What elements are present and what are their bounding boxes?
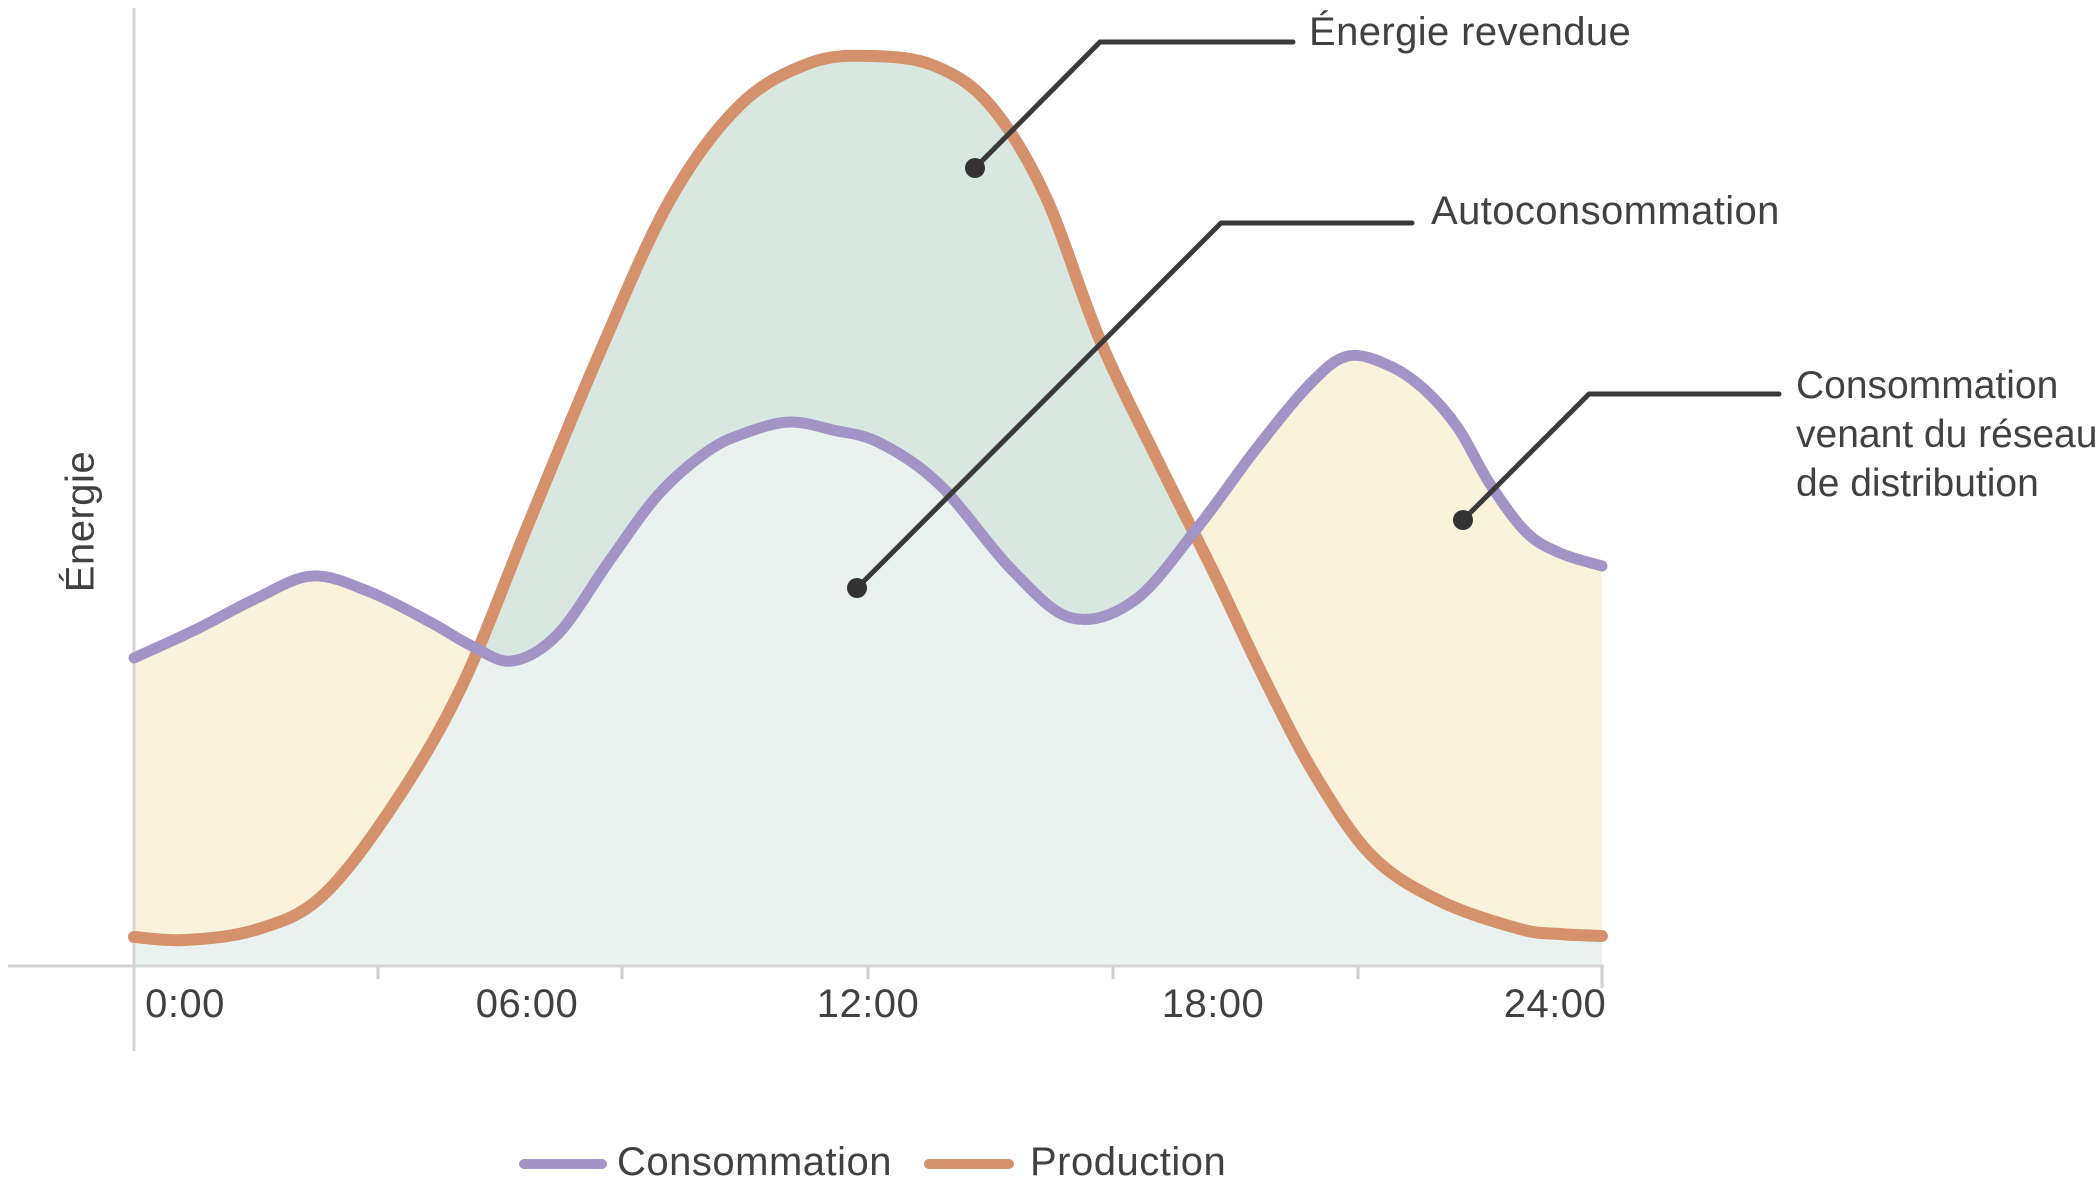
annotation-leaders [854, 39, 1782, 591]
consumption-swatch [519, 1159, 607, 1169]
x-tick-label-6: 06:00 [475, 982, 579, 1026]
x-axis-ticks [376, 967, 1604, 988]
area-grid-consumption-left [134, 576, 478, 940]
x-tick-label-18: 18:00 [1161, 982, 1265, 1026]
chart-legend: Consommation Production [0, 1138, 2096, 1177]
dot-self-consumption [847, 578, 867, 598]
leader-self-consumption [854, 220, 1415, 591]
annotation-dots [847, 158, 1473, 598]
area-self-consumption [134, 422, 1602, 965]
production-swatch [924, 1159, 1014, 1169]
axes [8, 8, 1604, 1051]
annotation-grid-consumption: Consommation venant du réseau de distrib… [1796, 364, 2096, 505]
x-tick-label-12: 12:00 [816, 982, 920, 1026]
leader-grid-consumption [1460, 391, 1782, 523]
area-resold-energy [478, 56, 1194, 661]
production-curve [128, 49, 1608, 947]
dot-resold-energy [965, 158, 985, 178]
annotation-resold-energy: Énergie revendue [1309, 10, 1632, 54]
y-axis-label: Énergie [58, 450, 103, 593]
dot-grid-consumption [1453, 510, 1473, 530]
annotation-self-consumption: Autoconsommation [1431, 189, 1780, 233]
x-tick-label-0: 0:00 [145, 982, 225, 1026]
leader-resold-energy [972, 39, 1296, 171]
legend-label-production: Production [1030, 1140, 1227, 1177]
x-tick-label-24: 24:00 [1503, 982, 1607, 1026]
consumption-curve [128, 349, 1608, 667]
legend-label-consumption: Consommation [617, 1140, 893, 1177]
